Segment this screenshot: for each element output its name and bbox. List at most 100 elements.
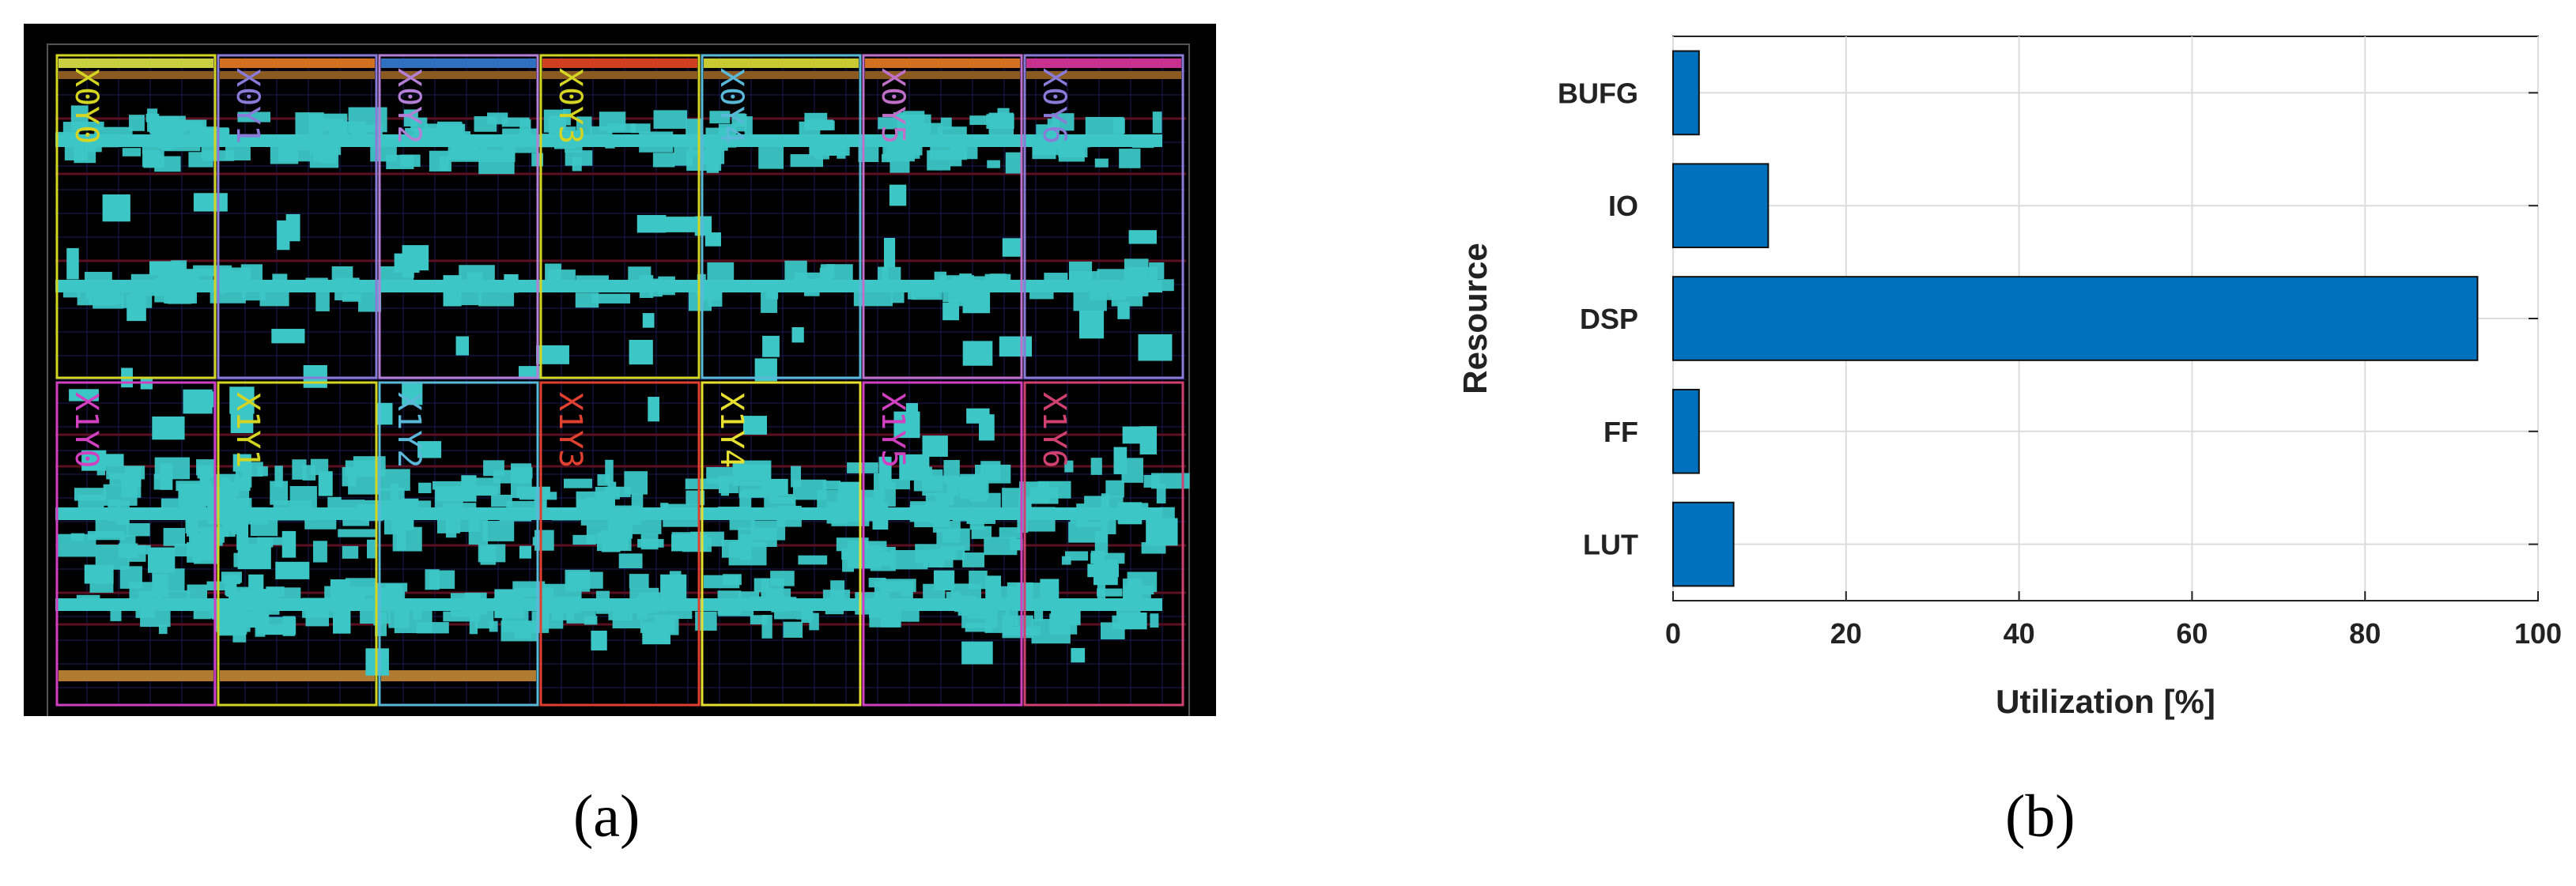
- logic-cell: [241, 611, 269, 628]
- logic-cell: [1119, 149, 1141, 168]
- logic-cell: [236, 521, 249, 550]
- logic-cell: [950, 143, 962, 167]
- logic-cell: [360, 134, 373, 146]
- logic-cell: [1085, 116, 1124, 139]
- logic-cell: [295, 112, 324, 136]
- logic-cell: [401, 498, 419, 515]
- clock-region-box: [217, 381, 378, 707]
- logic-cell: [1022, 507, 1056, 532]
- caption-b: (b): [2005, 783, 2076, 850]
- logic-cell: [1040, 579, 1059, 605]
- logic-cell: [304, 518, 337, 530]
- logic-cell: [469, 510, 480, 519]
- logic-cell: [791, 326, 804, 343]
- logic-cell: [937, 126, 967, 140]
- logic-cell: [707, 262, 735, 283]
- logic-cell: [135, 600, 155, 618]
- logic-cell: [1118, 502, 1143, 525]
- logic-cell: [999, 527, 1022, 539]
- logic-cell: [455, 336, 470, 356]
- logic-cell: [901, 125, 927, 142]
- logic-cell: [700, 142, 725, 164]
- x-tick-label: 80: [2349, 617, 2381, 650]
- logic-cell: [545, 263, 561, 288]
- logic-cell: [1031, 619, 1071, 644]
- bar-io: [1672, 163, 1770, 249]
- logic-cell: [1061, 556, 1071, 565]
- logic-cell: [461, 475, 477, 502]
- logic-cell: [796, 609, 814, 620]
- logic-cell: [417, 441, 442, 458]
- logic-cell: [119, 566, 142, 589]
- logic-cell: [629, 574, 649, 589]
- logic-cell: [450, 123, 466, 149]
- logic-cell: [1064, 551, 1089, 561]
- logic-cell: [942, 302, 960, 321]
- logic-cell: [160, 463, 173, 490]
- logic-cell: [783, 621, 803, 638]
- logic-cell: [750, 615, 768, 625]
- logic-cell: [605, 136, 615, 149]
- memory-strip: [59, 670, 213, 681]
- logic-cell: [158, 624, 168, 635]
- logic-cell: [70, 105, 89, 131]
- logic-cell: [959, 273, 973, 288]
- x-tick-label: 20: [1830, 617, 1862, 650]
- clock-region-box: [701, 381, 862, 707]
- logic-cell: [129, 115, 145, 131]
- logic-cell: [348, 473, 379, 495]
- logic-cell: [971, 526, 992, 539]
- logic-cell: [883, 237, 896, 268]
- logic-cell: [639, 131, 674, 153]
- clock-region-label: X1Y0: [68, 392, 104, 468]
- logic-cell: [514, 621, 532, 639]
- logic-cell: [434, 486, 463, 511]
- logic-cell: [74, 145, 96, 164]
- logic-cell: [717, 507, 750, 520]
- logic-cell: [367, 539, 377, 559]
- x-tick-label: 0: [1665, 617, 1681, 650]
- logic-cell: [731, 113, 747, 132]
- logic-cell: [934, 271, 947, 287]
- logic-cell: [1002, 238, 1022, 257]
- logic-cell: [1131, 138, 1154, 149]
- memory-strip: [59, 71, 213, 79]
- logic-cell: [127, 294, 146, 322]
- logic-cell: [504, 273, 519, 293]
- logic-cell: [127, 545, 146, 562]
- logic-cell: [270, 481, 289, 505]
- logic-cell: [852, 500, 882, 508]
- logic-cell: [893, 411, 920, 439]
- logic-cell: [624, 471, 648, 495]
- logic-cell: [516, 486, 550, 499]
- logic-cell: [989, 273, 1007, 285]
- x-tick-labels: 0 20 40 60 80 100: [1665, 617, 2562, 650]
- logic-cell: [674, 145, 693, 166]
- logic-cell: [183, 389, 213, 414]
- logic-cell: [402, 382, 423, 405]
- logic-cell: [478, 544, 506, 563]
- logic-cell: [193, 610, 211, 620]
- logic-cell: [1097, 588, 1123, 597]
- logic-cell: [718, 605, 754, 616]
- memory-strip: [220, 58, 375, 68]
- logic-cell: [889, 184, 907, 206]
- logic-cell: [708, 282, 723, 307]
- logic-cell: [161, 498, 194, 511]
- logic-cell: [653, 110, 688, 129]
- memory-strip: [59, 58, 213, 68]
- logic-cell: [636, 215, 667, 233]
- logic-cell: [1117, 301, 1130, 319]
- logic-cell: [193, 193, 228, 212]
- clock-region-box: [701, 54, 862, 379]
- logic-cell: [858, 138, 879, 162]
- y-axis-label: Resource: [1456, 243, 1494, 394]
- logic-cell: [652, 153, 675, 168]
- logic-cell: [565, 130, 583, 153]
- logic-cell: [501, 117, 530, 127]
- logic-cell: [75, 121, 104, 130]
- logic-cell: [1078, 310, 1105, 339]
- logic-cell: [334, 277, 360, 300]
- logic-cell: [491, 494, 512, 507]
- logic-cell: [158, 275, 191, 293]
